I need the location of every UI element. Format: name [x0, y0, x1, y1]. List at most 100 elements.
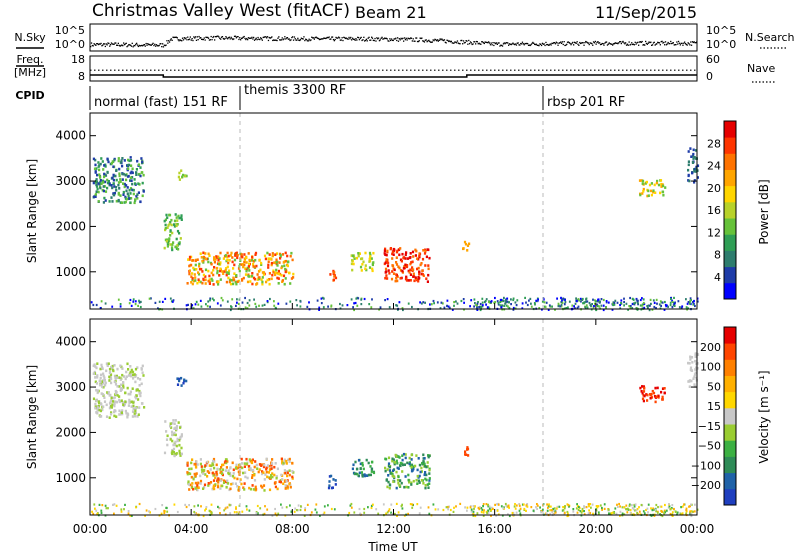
echo-cell — [127, 163, 131, 167]
echo-cell — [277, 269, 280, 273]
ground-scatter-cell — [197, 504, 199, 507]
noise-point — [356, 39, 358, 41]
ground-scatter-cell — [536, 504, 539, 507]
noise-point — [156, 45, 159, 47]
echo-cell — [165, 239, 168, 243]
echo-cell — [112, 182, 115, 185]
echo-cell — [327, 486, 331, 490]
echo-cell — [693, 181, 696, 184]
noise-point — [579, 41, 581, 44]
noise-point — [573, 41, 576, 43]
ground-scatter-cell — [485, 298, 488, 301]
ground-scatter-cell — [258, 304, 260, 307]
echo-cell — [289, 485, 292, 489]
echo-cell — [425, 473, 428, 477]
noise-point — [457, 42, 459, 44]
echo-cell — [209, 481, 213, 484]
echo-cell — [642, 385, 645, 388]
echo-cell — [186, 461, 189, 465]
ground-scatter-cell — [652, 507, 654, 510]
ground-scatter-cell — [432, 299, 435, 303]
echo-cell — [215, 474, 218, 478]
noise-point — [462, 40, 465, 42]
ground-scatter-cell — [504, 302, 506, 305]
ground-scatter-cell — [244, 296, 246, 300]
ground-scatter-cell — [472, 505, 475, 508]
echo-cell — [288, 482, 291, 486]
noise-point — [344, 37, 346, 39]
ground-scatter-cell — [216, 302, 219, 305]
noise-point — [564, 44, 566, 47]
echo-cell — [390, 277, 394, 281]
echo-cell — [642, 187, 645, 191]
echo-cell — [174, 440, 177, 444]
echo-cell — [166, 434, 169, 438]
noise-point — [474, 41, 476, 43]
noise-point — [274, 39, 276, 41]
echo-cell — [242, 471, 245, 475]
ground-scatter-cell — [185, 304, 188, 307]
echo-cell — [174, 213, 177, 216]
ground-scatter-cell — [626, 507, 629, 510]
echo-cell — [134, 380, 137, 384]
echo-cell — [388, 465, 391, 469]
noise-point — [501, 45, 504, 47]
ground-scatter-cell — [685, 306, 688, 309]
echo-cell — [383, 249, 386, 252]
echo-cell — [115, 374, 118, 378]
colorbar-swatch — [724, 201, 736, 219]
ground-scatter-cell — [494, 503, 496, 506]
x-tick-label: 08:00 — [275, 522, 310, 536]
noise-point — [651, 44, 653, 46]
echo-cell — [641, 385, 644, 388]
echo-cell — [384, 466, 387, 470]
echo-cell — [408, 462, 411, 466]
echo-cell — [200, 267, 203, 271]
ground-scatter-cell — [560, 305, 563, 308]
noise-point — [687, 42, 689, 44]
echo-cell — [203, 483, 207, 487]
noise-point — [502, 43, 505, 45]
echo-cell — [193, 273, 196, 276]
echo-cell — [388, 486, 391, 490]
echo-cell — [104, 381, 107, 385]
echo-cell — [102, 372, 105, 376]
ground-scatter-cell — [608, 512, 610, 515]
ground-scatter-cell — [139, 300, 142, 303]
echo-cell — [101, 179, 104, 183]
echo-cell — [409, 256, 412, 259]
echo-cell — [384, 261, 387, 265]
ground-scatter-cell — [523, 507, 526, 511]
echo-cell — [643, 386, 646, 390]
echo-cell — [355, 467, 359, 471]
noise-point — [283, 38, 285, 40]
echo-cell — [216, 270, 219, 273]
echo-cell — [267, 257, 270, 260]
echo-cell — [190, 255, 193, 259]
ground-scatter-cell — [455, 505, 457, 508]
echo-cell — [165, 213, 168, 217]
noise-point — [315, 36, 317, 38]
echo-cell — [255, 283, 258, 286]
echo-cell — [251, 484, 254, 487]
ground-scatter-cell — [407, 302, 410, 305]
noise-point — [549, 43, 551, 45]
noise-point — [438, 39, 440, 41]
ground-scatter-cell — [578, 505, 580, 509]
echo-cell — [694, 368, 697, 371]
ground-scatter-cell — [613, 301, 616, 304]
ground-scatter-cell — [481, 301, 484, 304]
echo-cell — [641, 391, 644, 395]
echo-cell — [261, 282, 264, 286]
noise-point — [136, 42, 138, 44]
echo-cell — [366, 474, 369, 477]
echo-cell — [283, 469, 286, 472]
ground-scatter-cell — [482, 511, 485, 514]
noise-point — [599, 43, 602, 46]
ground-scatter-cell — [549, 509, 552, 512]
echo-cell — [650, 396, 653, 399]
ground-scatter-cell — [479, 302, 482, 306]
echo-cell — [203, 255, 206, 259]
echo-cell — [190, 275, 193, 278]
echo-cell — [359, 462, 362, 466]
